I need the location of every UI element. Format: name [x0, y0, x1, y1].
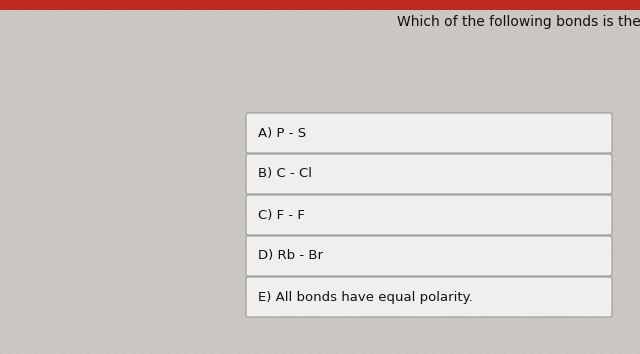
FancyBboxPatch shape — [246, 154, 612, 194]
FancyBboxPatch shape — [246, 113, 612, 153]
Text: A) P - S: A) P - S — [258, 126, 306, 139]
FancyBboxPatch shape — [246, 195, 612, 235]
FancyBboxPatch shape — [246, 236, 612, 276]
Text: Which of the following bonds is the most polar?: Which of the following bonds is the most… — [397, 15, 640, 29]
Bar — [0, 0, 640, 10]
Text: D) Rb - Br: D) Rb - Br — [258, 250, 323, 263]
FancyBboxPatch shape — [246, 277, 612, 317]
Text: C) F - F: C) F - F — [258, 209, 305, 222]
Text: B) C - Cl: B) C - Cl — [258, 167, 312, 181]
Text: E) All bonds have equal polarity.: E) All bonds have equal polarity. — [258, 291, 473, 303]
